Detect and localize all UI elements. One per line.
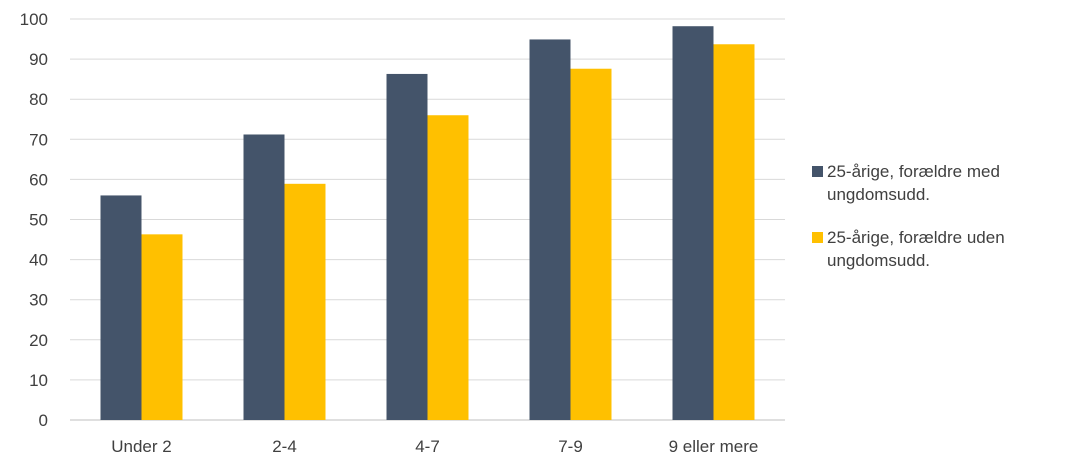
legend-label-series-2: 25-årige, forældre uden ungdomsudd. — [827, 228, 1005, 270]
y-tick-label-40: 40 — [29, 251, 48, 270]
y-tick-label-90: 90 — [29, 50, 48, 69]
bar-series-2-cat-1 — [141, 234, 183, 420]
x-tick-label-1: Under 2 — [111, 437, 171, 456]
bar-series-1-cat-5 — [672, 26, 714, 421]
y-tick-label-100: 100 — [20, 10, 48, 29]
bar-series-2-cat-2 — [284, 183, 326, 420]
bar-series-2-cat-3 — [427, 115, 469, 421]
legend: 25-årige, forældre med ungdomsudd. 25-år… — [812, 160, 1062, 292]
x-tick-label-3: 4-7 — [415, 437, 440, 456]
bar-series-1-cat-2 — [243, 134, 285, 420]
y-tick-label-60: 60 — [29, 170, 48, 189]
y-tick-label-0: 0 — [39, 411, 48, 430]
y-tick-label-80: 80 — [29, 90, 48, 109]
legend-swatch-series-2 — [812, 232, 823, 243]
bar-series-1-cat-1 — [100, 195, 142, 420]
y-tick-label-70: 70 — [29, 130, 48, 149]
legend-swatch-series-1 — [812, 166, 823, 177]
legend-item-series-1: 25-årige, forældre med ungdomsudd. — [812, 160, 1062, 206]
y-tick-label-30: 30 — [29, 291, 48, 310]
y-tick-label-20: 20 — [29, 331, 48, 350]
x-tick-label-5: 9 eller mere — [669, 437, 759, 456]
y-tick-label-10: 10 — [29, 371, 48, 390]
x-tick-label-2: 2-4 — [272, 437, 297, 456]
y-tick-label-50: 50 — [29, 211, 48, 230]
bar-series-2-cat-5 — [713, 44, 755, 420]
bar-series-2-cat-4 — [570, 68, 612, 420]
x-tick-label-4: 7-9 — [558, 437, 583, 456]
legend-label-series-1: 25-årige, forældre med ungdomsudd. — [827, 162, 1000, 204]
bar-series-1-cat-3 — [386, 73, 428, 420]
legend-item-series-2: 25-årige, forældre uden ungdomsudd. — [812, 226, 1062, 272]
bar-series-1-cat-4 — [529, 39, 571, 421]
